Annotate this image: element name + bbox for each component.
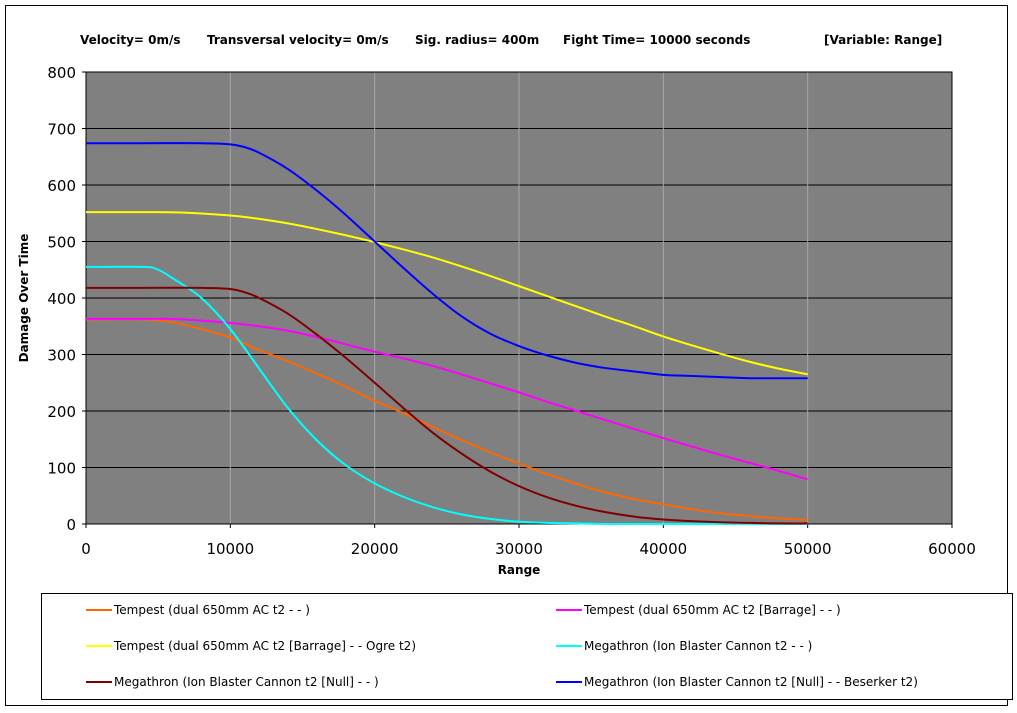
fight-time-label: Fight Time= 10000 seconds [563, 33, 751, 47]
legend-label: Megathron (Ion Blaster Cannon t2 [Null] … [114, 675, 379, 689]
y-tick-label: 700 [47, 121, 76, 139]
series-lines [85, 142, 808, 526]
x-tick-label: 10000 [206, 540, 254, 558]
axes: 0 100 200 300 400 500 600 700 800 0 10000 20000 3000… [47, 64, 976, 558]
legend-label: Tempest (dual 650mm AC t2 [Barrage] - - … [114, 639, 416, 653]
series-line-5 [85, 142, 808, 380]
legend-item: Tempest (dual 650mm AC t2 - - ) [86, 602, 310, 618]
legend-label: Megathron (Ion Blaster Cannon t2 - - ) [584, 639, 813, 653]
y-tick-label: 800 [47, 64, 76, 82]
chart-legend: Tempest (dual 650mm AC t2 - - ) Tempest (… [41, 593, 1013, 700]
grid-lines [86, 72, 952, 524]
legend-swatch [556, 645, 582, 647]
legend-swatch [86, 609, 112, 611]
series-line-2 [85, 211, 808, 376]
legend-item: Megathron (Ion Blaster Cannon t2 [Null] … [86, 674, 379, 690]
legend-item: Tempest (dual 650mm AC t2 [Barrage] - - … [86, 638, 416, 654]
legend-swatch [556, 681, 582, 683]
sig-radius-label: Sig. radius= 400m [415, 33, 540, 47]
series-line-1 [86, 317, 808, 481]
x-axis-label: Range [498, 563, 541, 577]
y-tick-label: 500 [47, 234, 76, 252]
velocity-label: Velocity= 0m/s [80, 33, 181, 47]
x-tick-label: 0 [81, 540, 91, 558]
variable-label: [Variable: Range] [824, 33, 943, 47]
series-line-0 [85, 318, 808, 522]
x-tick-label: 30000 [495, 540, 543, 558]
x-tick-label: 20000 [351, 540, 399, 558]
y-axis-label: Damage Over Time [17, 234, 31, 363]
legend-swatch [86, 681, 112, 683]
legend-item: Tempest (dual 650mm AC t2 [Barrage] - - … [556, 602, 841, 618]
legend-label: Megathron (Ion Blaster Cannon t2 [Null] … [584, 675, 918, 689]
legend-item: Megathron (Ion Blaster Cannon t2 [Null] … [556, 674, 918, 690]
legend-label: Tempest (dual 650mm AC t2 - - ) [114, 603, 310, 617]
line-chart: 0 100 200 300 400 500 600 700 800 0 10000 20000 3000… [17, 64, 976, 577]
legend-swatch [556, 609, 582, 611]
y-tick-label: 300 [47, 347, 76, 365]
y-tick-label: 100 [47, 460, 76, 478]
x-tick-label: 40000 [639, 540, 687, 558]
x-tick-label: 60000 [928, 540, 976, 558]
y-tick-label: 0 [66, 516, 76, 534]
series-line-4 [85, 286, 808, 525]
y-tick-label: 600 [47, 177, 76, 195]
x-tick-label: 50000 [784, 540, 832, 558]
legend-item: Megathron (Ion Blaster Cannon t2 - - ) [556, 638, 812, 654]
y-tick-label: 200 [47, 403, 76, 421]
legend-label: Tempest (dual 650mm AC t2 [Barrage] - - … [584, 603, 841, 617]
transversal-velocity-label: Transversal velocity= 0m/s [207, 33, 389, 47]
legend-swatch [86, 645, 112, 647]
y-tick-label: 400 [47, 290, 76, 308]
